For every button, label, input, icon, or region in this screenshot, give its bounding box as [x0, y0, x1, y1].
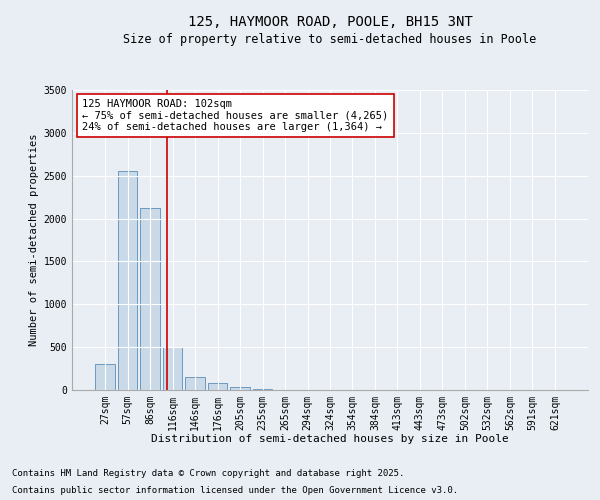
Y-axis label: Number of semi-detached properties: Number of semi-detached properties: [29, 134, 40, 346]
Bar: [140, 208, 160, 390]
Text: 125, HAYMOOR ROAD, POOLE, BH15 3NT: 125, HAYMOOR ROAD, POOLE, BH15 3NT: [188, 15, 472, 29]
Bar: [185, 376, 205, 390]
Bar: [118, 172, 137, 390]
X-axis label: Distribution of semi-detached houses by size in Poole: Distribution of semi-detached houses by …: [151, 434, 509, 444]
Bar: [95, 364, 115, 390]
Text: Contains public sector information licensed under the Open Government Licence v3: Contains public sector information licen…: [12, 486, 458, 495]
Text: Size of property relative to semi-detached houses in Poole: Size of property relative to semi-detach…: [124, 32, 536, 46]
Text: Contains HM Land Registry data © Crown copyright and database right 2025.: Contains HM Land Registry data © Crown c…: [12, 468, 404, 477]
Bar: [230, 388, 250, 390]
Bar: [163, 347, 182, 390]
Bar: [253, 388, 272, 390]
Text: 125 HAYMOOR ROAD: 102sqm
← 75% of semi-detached houses are smaller (4,265)
24% o: 125 HAYMOOR ROAD: 102sqm ← 75% of semi-d…: [82, 99, 389, 132]
Bar: [208, 383, 227, 390]
